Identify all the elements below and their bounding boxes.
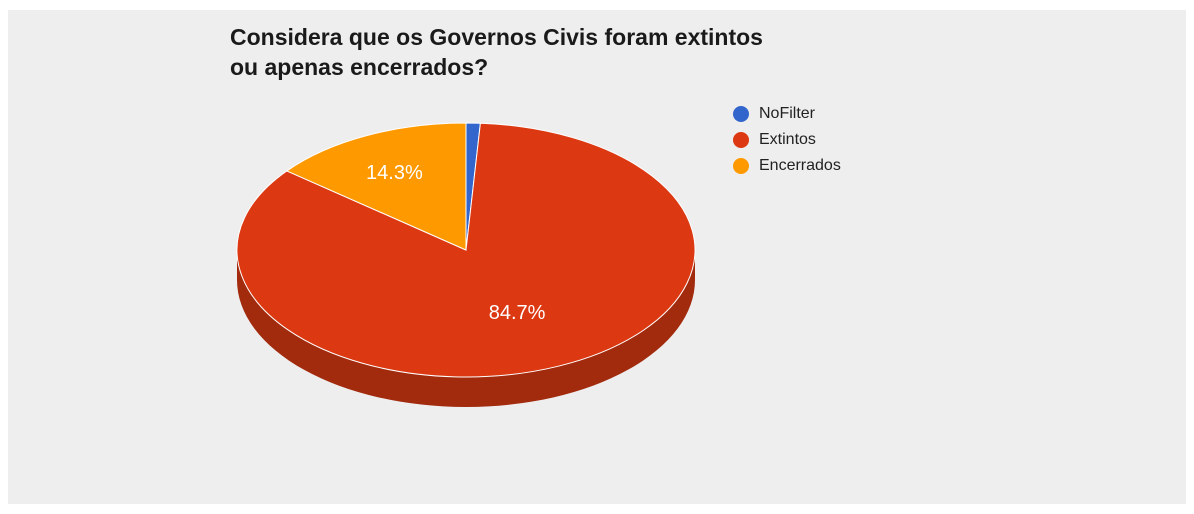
pie-side-extintos xyxy=(237,250,695,407)
legend-swatch-encerrados xyxy=(733,158,749,174)
chart-title: Considera que os Governos Civis foram ex… xyxy=(230,22,1030,82)
legend-swatch-nofilter xyxy=(733,106,749,122)
data-label-encerrados: 14.3% xyxy=(366,162,423,184)
data-label-extintos: 84.7% xyxy=(489,302,546,324)
chart-legend: NoFilter Extintos Encerrados xyxy=(733,101,841,179)
chart-title-line-1: Considera que os Governos Civis foram ex… xyxy=(230,24,763,50)
legend-item-extintos[interactable]: Extintos xyxy=(733,127,841,153)
legend-label-encerrados: Encerrados xyxy=(759,157,841,174)
legend-item-encerrados[interactable]: Encerrados xyxy=(733,153,841,179)
chart-title-line-2: ou apenas encerrados? xyxy=(230,54,489,80)
legend-item-nofilter[interactable]: NoFilter xyxy=(733,101,841,127)
legend-label-nofilter: NoFilter xyxy=(759,105,816,122)
legend-label-extintos: Extintos xyxy=(759,131,816,148)
legend-swatch-extintos xyxy=(733,132,749,148)
pie-slice-encerrados[interactable] xyxy=(285,122,467,251)
